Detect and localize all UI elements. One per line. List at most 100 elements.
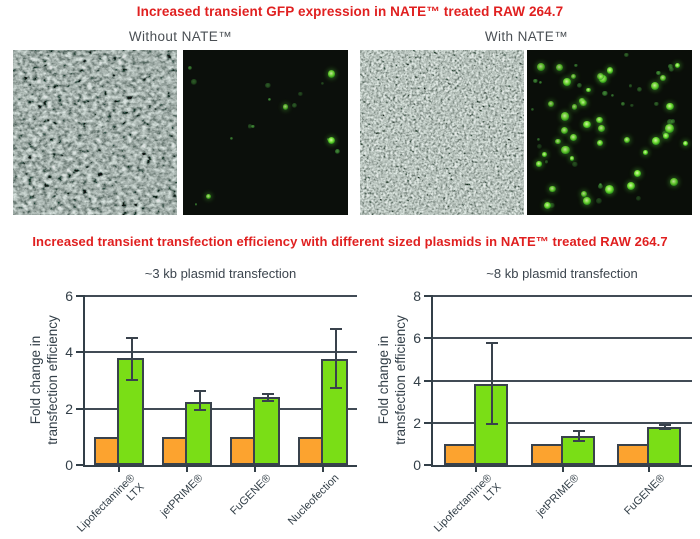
chart-title-8kb: ~8 kb plasmid transfection bbox=[486, 266, 638, 281]
y-tick-mark bbox=[424, 337, 431, 340]
gfp-cell-dim bbox=[662, 130, 668, 136]
gfp-fluorescence-image-with-nate bbox=[527, 50, 692, 215]
error-bar-cap-bottom bbox=[261, 399, 274, 402]
x-tick-mark bbox=[562, 467, 564, 472]
y-tick-mark bbox=[424, 421, 431, 424]
y-tick-mark bbox=[76, 295, 83, 297]
x-tick-mark bbox=[475, 467, 477, 472]
gfp-cell-dim bbox=[637, 86, 643, 92]
control-bar bbox=[617, 443, 649, 465]
gfp-cell-bright bbox=[205, 193, 211, 199]
error-bar-line bbox=[334, 328, 337, 389]
gfp-cell-bright bbox=[571, 73, 577, 79]
plot-area-3kb: 0 2 4 6 Lipofectamine® LTX jetPRIME® FuGENE® Nu… bbox=[65, 288, 357, 535]
gfp-cell-bright bbox=[569, 156, 575, 161]
error-bar-cap-top bbox=[193, 390, 206, 393]
y-tick-label: 8 bbox=[413, 288, 421, 304]
gfp-cell-bright bbox=[666, 102, 674, 110]
gfp-cell-dim bbox=[533, 78, 538, 84]
error-bar-line bbox=[130, 336, 133, 381]
error-bar-cap-top bbox=[486, 342, 498, 345]
gfp-cell-dim bbox=[670, 119, 676, 124]
gfp-cell-bright bbox=[650, 82, 659, 91]
panel-label-with-nate: With NATE™ bbox=[484, 29, 569, 44]
y-tick-label: 6 bbox=[413, 330, 421, 347]
error-bar-cap-top bbox=[329, 328, 342, 331]
y-tick-label: 4 bbox=[413, 372, 421, 389]
gfp-cell-bright bbox=[652, 137, 660, 145]
control-bar bbox=[298, 436, 323, 465]
gfp-cell-bright bbox=[675, 62, 681, 68]
error-bar-cap-bottom bbox=[193, 409, 206, 412]
gfp-cell-dim bbox=[598, 182, 603, 187]
error-bar-cap-bottom bbox=[486, 422, 498, 425]
y-tick-label: 6 bbox=[65, 288, 73, 304]
gfp-cell-dim bbox=[630, 104, 634, 108]
gfp-cell-bright bbox=[542, 152, 547, 157]
gfp-cell-dim bbox=[544, 159, 549, 164]
gfp-cell-bright bbox=[606, 67, 614, 74]
error-bar-cap-top bbox=[261, 393, 274, 396]
gfp-cell-dim bbox=[194, 203, 198, 206]
gfp-cell-dim bbox=[621, 102, 626, 106]
gridline bbox=[85, 351, 357, 354]
gridline bbox=[433, 337, 692, 340]
gfp-cell-bright bbox=[571, 104, 578, 110]
y-tick-label: 2 bbox=[413, 414, 421, 431]
control-bar bbox=[230, 436, 255, 465]
gfp-cell-dim bbox=[610, 94, 614, 98]
phase-contrast-image-without-nate bbox=[13, 50, 177, 215]
gfp-cell-dim bbox=[536, 143, 543, 150]
gfp-cell-dim bbox=[572, 161, 578, 168]
gfp-cell-bright bbox=[626, 181, 636, 190]
y-axis-line bbox=[83, 295, 85, 467]
x-tick-mark bbox=[186, 467, 188, 472]
nate-bar bbox=[647, 427, 681, 465]
y-tick-mark bbox=[76, 351, 83, 354]
y-axis-line bbox=[431, 295, 433, 467]
x-tick-mark bbox=[322, 467, 324, 472]
error-bar-cap-bottom bbox=[573, 439, 585, 442]
error-bar-cap-top bbox=[125, 336, 138, 339]
error-bar-line bbox=[664, 423, 666, 431]
gfp-cell-dim bbox=[623, 52, 629, 58]
gfp-cell-bright bbox=[282, 104, 289, 110]
gfp-cell-dim bbox=[321, 81, 325, 85]
gfp-cell-dim bbox=[334, 148, 340, 154]
gfp-cell-bright bbox=[549, 185, 556, 193]
nate-bar bbox=[561, 436, 595, 465]
gfp-cell-dim bbox=[251, 124, 255, 129]
control-bar bbox=[94, 436, 119, 465]
gfp-cell-dim bbox=[595, 198, 602, 204]
gridline bbox=[85, 407, 357, 410]
figure-title-transfection-efficiency: Increased transient transfection efficie… bbox=[32, 234, 668, 249]
gfp-cell-dim bbox=[230, 136, 234, 140]
y-tick-label: 2 bbox=[65, 400, 73, 417]
control-bar bbox=[531, 443, 563, 465]
gfp-cell-bright bbox=[670, 177, 679, 186]
gfp-cell-bright bbox=[583, 197, 591, 205]
gfp-cell-bright bbox=[555, 138, 561, 145]
gfp-cell-dim bbox=[602, 90, 608, 97]
error-bar-line bbox=[266, 393, 269, 402]
gfp-cell-dim bbox=[188, 65, 193, 70]
gfp-cell-bright bbox=[596, 116, 603, 124]
error-bar-line bbox=[578, 430, 580, 442]
x-tick-mark bbox=[648, 467, 650, 472]
gfp-cell-dim bbox=[574, 63, 578, 68]
gfp-cell-bright bbox=[563, 78, 571, 86]
gfp-cell-bright bbox=[605, 185, 615, 195]
gridline bbox=[433, 379, 692, 382]
gfp-cell-bright bbox=[586, 87, 592, 93]
gfp-cell-bright bbox=[556, 64, 564, 71]
gfp-cell-dim bbox=[298, 91, 303, 97]
error-bar-cap-bottom bbox=[659, 428, 671, 431]
gfp-cell-dim bbox=[549, 202, 555, 209]
y-tick-label: 0 bbox=[65, 457, 73, 473]
phase-contrast-image-with-nate bbox=[360, 50, 524, 215]
error-bar-cap-top bbox=[573, 430, 585, 433]
figure-title-gfp-expression: Increased transient GFP expression in NA… bbox=[136, 4, 564, 19]
gfp-cell-bright bbox=[597, 140, 604, 146]
error-bar-line bbox=[198, 390, 201, 412]
gfp-cell-bright bbox=[570, 134, 578, 141]
